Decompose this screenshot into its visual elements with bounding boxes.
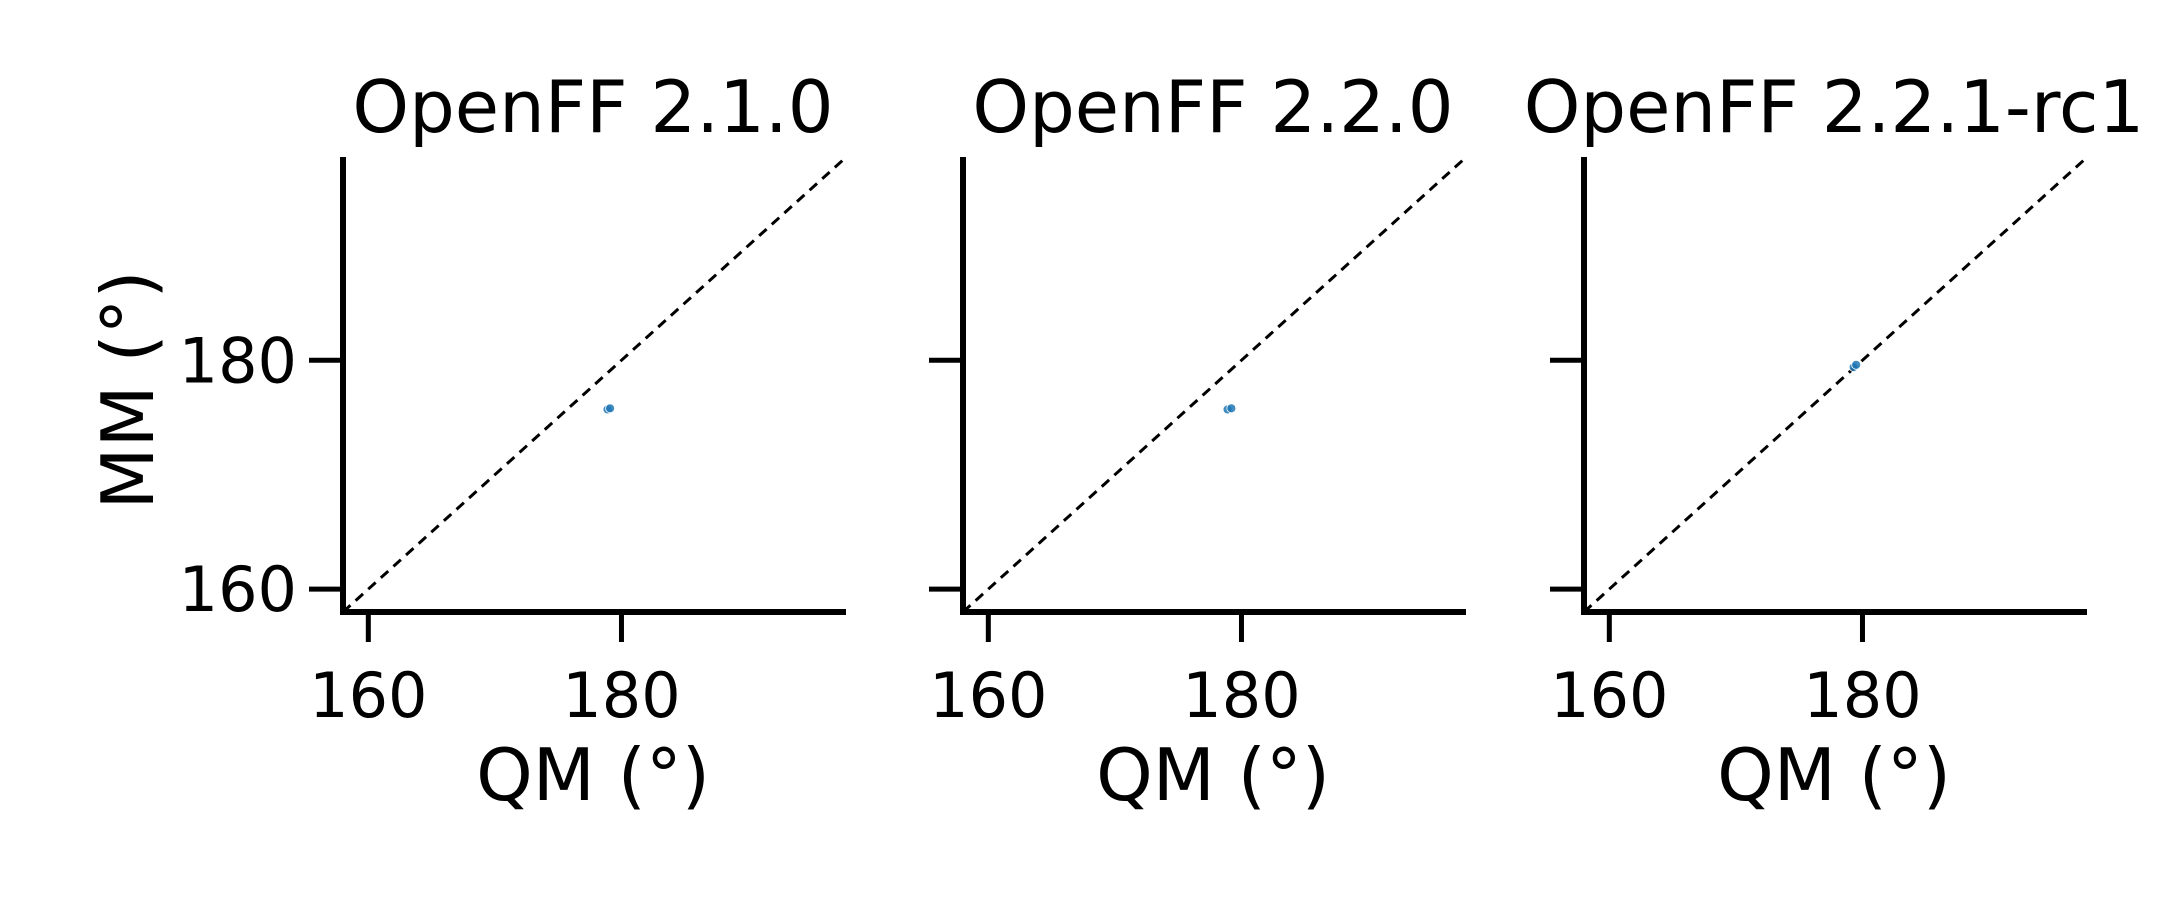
identity-reference-line [961, 158, 1465, 614]
x-tick-label: 160 [1550, 659, 1668, 732]
data-point [1851, 359, 1862, 370]
x-tick-label: 160 [929, 659, 1047, 732]
data-point [1226, 403, 1237, 414]
data-point [605, 403, 615, 414]
y-tick-label: 180 [179, 324, 297, 397]
panel-title: OpenFF 2.1.0 [352, 65, 833, 149]
identity-reference-line [341, 158, 845, 614]
x-axis-label: QM (°) [1717, 733, 1951, 817]
y-tick-label: 160 [179, 553, 297, 626]
x-axis-label: QM (°) [1096, 733, 1330, 817]
x-axis-label: QM (°) [476, 733, 710, 817]
panel-title: OpenFF 2.2.1-rc1 [1524, 65, 2145, 149]
x-tick-label: 180 [1182, 659, 1300, 732]
x-tick-label: 180 [562, 659, 680, 732]
x-tick-label: 160 [309, 659, 427, 732]
figure-y-axis-label: MM (°) [86, 270, 170, 509]
x-tick-label: 180 [1803, 659, 1921, 732]
identity-reference-line [1582, 158, 2086, 614]
panel-title: OpenFF 2.2.0 [972, 65, 1453, 149]
